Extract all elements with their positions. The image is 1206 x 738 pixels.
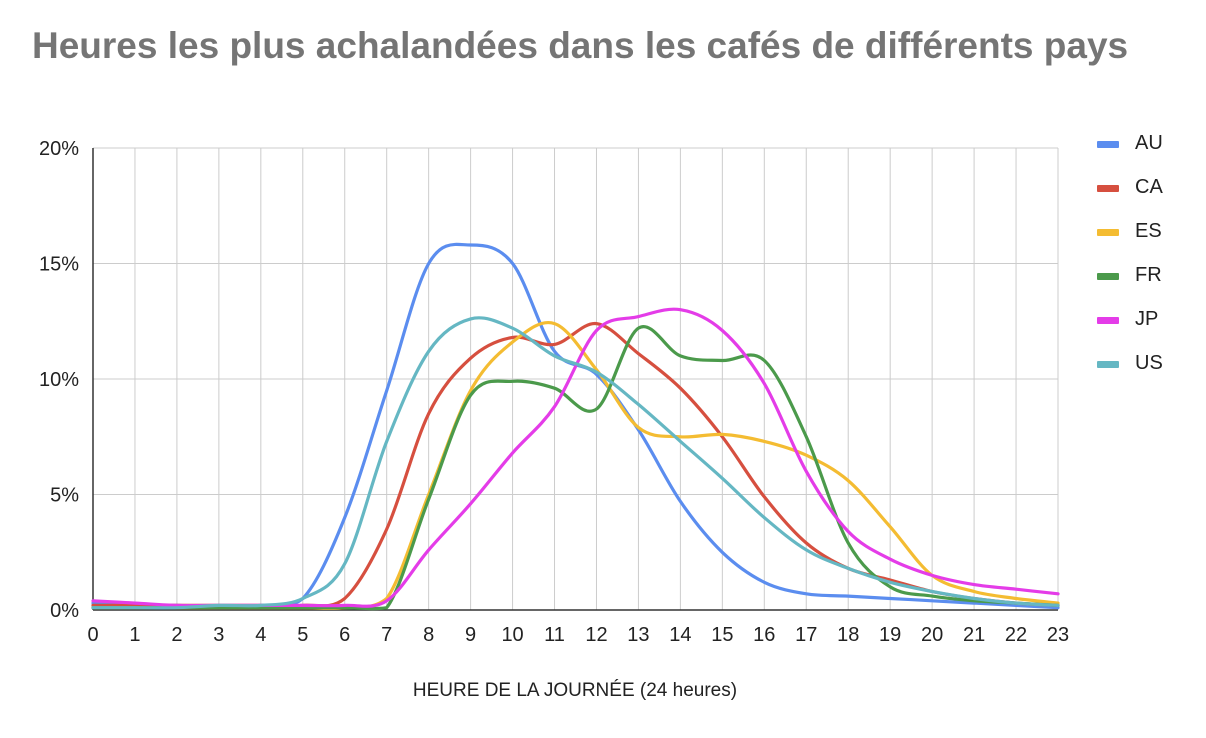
tick-labels: 0%5%10%15%20%0 1 2 3 4 5 6 7 8 9 10 11 12 13 14 15 16 17 1… (39, 138, 1069, 646)
axes (92, 148, 1058, 611)
legend-item-jp: JP (1097, 307, 1197, 351)
x-tick-label: 2 (171, 624, 182, 646)
y-tick-label: 15% (39, 254, 79, 276)
legend: AU CA ES FR JP US (1097, 131, 1197, 395)
x-tick-label: 12 (585, 624, 607, 646)
x-tick-label: 17 (795, 624, 817, 646)
legend-item-ca: CA (1097, 175, 1197, 219)
y-tick-label: 20% (39, 138, 79, 160)
x-tick-label: 7 (381, 624, 392, 646)
x-tick-label: 1 (129, 624, 140, 646)
y-tick-label: 5% (50, 485, 79, 507)
legend-label: US (1135, 352, 1163, 374)
y-tick-label: 10% (39, 369, 79, 391)
series-line-us (91, 316, 1060, 610)
x-tick-label: 22 (1005, 624, 1027, 646)
series-line-fr (91, 325, 1060, 611)
x-tick-label: 15 (711, 624, 733, 646)
legend-swatch (1097, 317, 1119, 324)
legend-item-us: US (1097, 351, 1197, 395)
x-tick-label: 3 (213, 624, 224, 646)
legend-swatch (1097, 361, 1119, 368)
x-tick-label: 21 (963, 624, 985, 646)
x-tick-label: 11 (544, 624, 565, 646)
legend-swatch (1097, 185, 1119, 192)
legend-label: AU (1135, 132, 1163, 154)
legend-item-fr: FR (1097, 263, 1197, 307)
series-line-jp (91, 307, 1060, 608)
x-tick-label: 20 (921, 624, 943, 646)
x-tick-label: 5 (297, 624, 308, 646)
legend-swatch (1097, 229, 1119, 236)
x-tick-label: 14 (669, 624, 691, 646)
legend-label: ES (1135, 220, 1162, 242)
x-tick-label: 18 (837, 624, 859, 646)
x-axis-label: HEURE DE LA JOURNÉE (24 heures) (412, 680, 738, 701)
legend-label: JP (1135, 308, 1159, 330)
grid-lines (93, 147, 1059, 610)
y-tick-label: 0% (50, 600, 79, 622)
legend-label: CA (1135, 176, 1163, 198)
x-tick-label: 9 (465, 624, 476, 646)
x-tick-label: 13 (627, 624, 649, 646)
legend-swatch (1097, 273, 1119, 280)
legend-label: FR (1135, 264, 1162, 286)
x-tick-label: 0 (87, 624, 98, 646)
x-tick-label: 23 (1047, 624, 1069, 646)
x-tick-label: 10 (501, 624, 523, 646)
legend-swatch (1097, 141, 1119, 148)
x-tick-label: 4 (255, 624, 266, 646)
legend-item-es: ES (1097, 219, 1197, 263)
x-tick-label: 8 (423, 624, 434, 646)
chart-title: Heures les plus achalandées dans les caf… (32, 25, 1129, 66)
x-tick-label: 6 (339, 624, 350, 646)
legend-item-au: AU (1097, 131, 1197, 175)
series-lines (91, 242, 1060, 611)
x-tick-label: 16 (753, 624, 775, 646)
x-tick-label: 19 (879, 624, 901, 646)
